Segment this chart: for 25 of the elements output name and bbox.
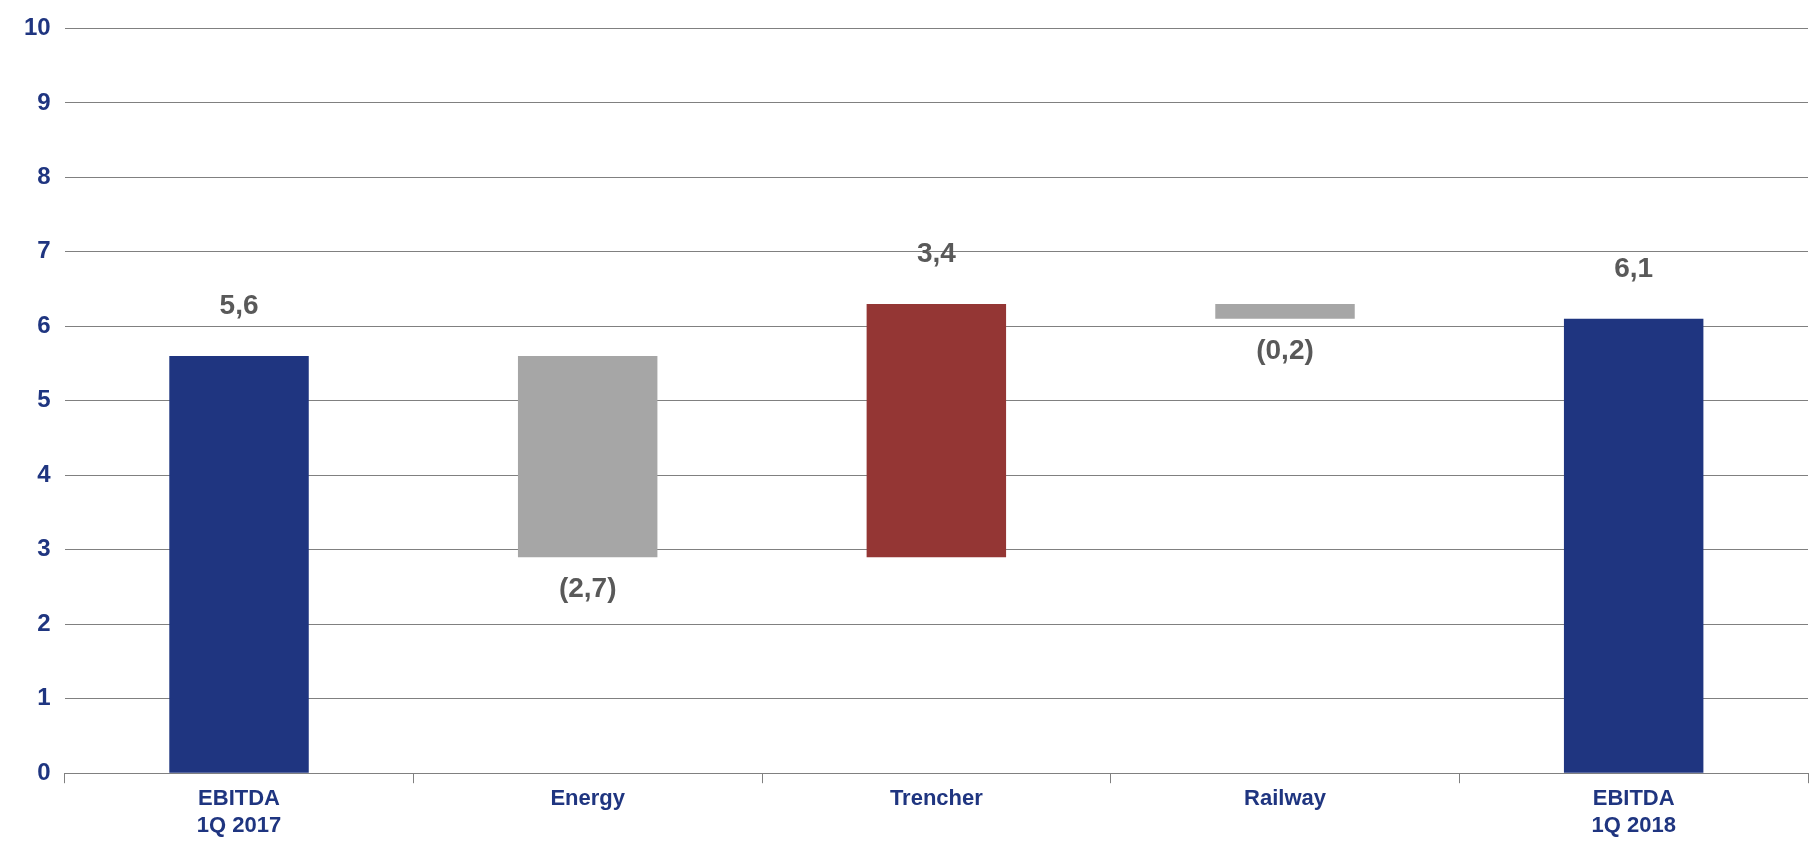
y-tick-label: 3 — [37, 534, 51, 562]
data-label: (0,2) — [1256, 333, 1314, 365]
y-tick-label: 9 — [37, 87, 51, 115]
x-tick-label: EBITDA 1Q 2018 — [1591, 785, 1676, 837]
y-tick-label: 5 — [37, 385, 51, 413]
y-tick-label: 10 — [23, 13, 51, 41]
y-tick-label: 7 — [37, 236, 51, 264]
y-tick-label: 1 — [37, 683, 51, 711]
data-label: 6,1 — [1614, 251, 1654, 283]
data-label: 5,6 — [219, 288, 259, 320]
data-label: (2,7) — [558, 571, 617, 603]
x-tick-label: EBITDA 1Q 2017 — [196, 785, 282, 837]
x-tick-label: Trencher — [889, 785, 984, 811]
bar — [1563, 318, 1704, 773]
bar — [169, 356, 309, 773]
y-tick-label: 8 — [37, 161, 51, 189]
bar — [1215, 303, 1355, 319]
bar — [517, 356, 658, 558]
x-tick-label: Energy — [550, 785, 626, 811]
x-tick-label: Railway — [1244, 785, 1327, 811]
bar — [866, 303, 1007, 558]
y-tick-label: 6 — [37, 310, 51, 338]
y-tick-label: 4 — [37, 459, 52, 487]
y-tick-label: 0 — [37, 757, 51, 785]
y-tick-label: 2 — [37, 608, 51, 636]
